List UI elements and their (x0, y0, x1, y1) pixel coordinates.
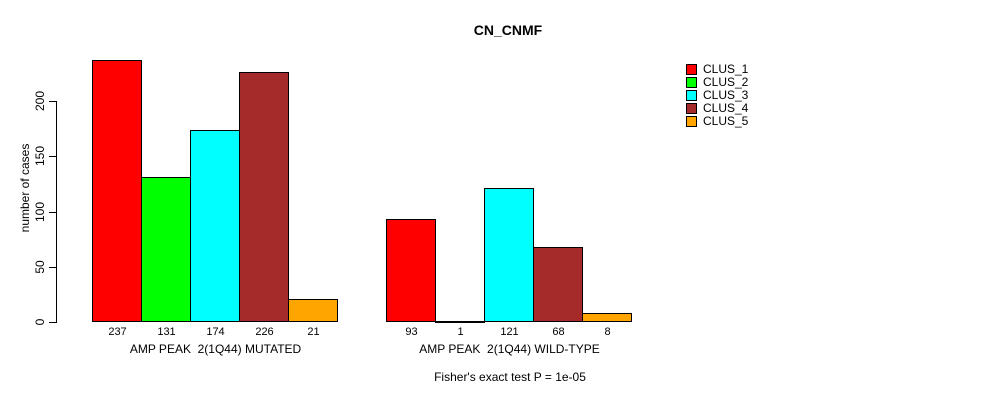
y-tick-label: 150 (33, 145, 47, 167)
legend-item: CLUS_4 (686, 102, 748, 115)
group-label: AMP PEAK 2(1Q44) MUTATED (129, 342, 302, 356)
bar (141, 177, 191, 322)
bar (239, 72, 289, 322)
legend-item: CLUS_5 (686, 115, 748, 128)
y-tick-label: 200 (33, 90, 47, 112)
legend-swatch (686, 77, 697, 88)
bar-value-label: 174 (206, 326, 225, 338)
bar (190, 130, 240, 322)
bar-value-label: 131 (157, 326, 176, 338)
bar (484, 188, 534, 322)
legend-item-label: CLUS_5 (703, 114, 749, 128)
y-tick-mark (49, 156, 57, 157)
legend-item-label: CLUS_4 (703, 101, 749, 115)
annotation-text: Fisher's exact test P = 1e-05 (434, 370, 586, 384)
legend-swatch (686, 116, 697, 127)
legend-swatch (686, 90, 697, 101)
legend-item: CLUS_3 (686, 89, 748, 102)
legend-swatch (686, 64, 697, 75)
bar-value-label: 226 (255, 326, 274, 338)
y-axis-label: number of cases (18, 143, 32, 233)
y-tick-label: 0 (33, 318, 47, 326)
y-tick-mark (49, 267, 57, 268)
legend: CLUS_1 CLUS_2 CLUS_3 CLUS_4 CLUS_5 (686, 63, 748, 128)
legend-item: CLUS_1 (686, 63, 748, 76)
bar (582, 313, 632, 322)
chart-title: CN_CNMF (473, 22, 543, 38)
bar-value-label: 237 (108, 326, 127, 338)
bar-value-label: 8 (604, 326, 611, 338)
y-tick-mark (49, 322, 57, 323)
group-label: AMP PEAK 2(1Q44) WILD-TYPE (419, 342, 600, 356)
legend-item: CLUS_2 (686, 76, 748, 89)
bar-value-label: 21 (307, 326, 320, 338)
bar-value-label: 1 (457, 326, 464, 338)
bar-value-label: 93 (405, 326, 418, 338)
legend-swatch (686, 103, 697, 114)
legend-item-label: CLUS_2 (703, 75, 749, 89)
bar (435, 321, 485, 323)
bar (533, 247, 583, 322)
y-tick-label: 100 (33, 201, 47, 223)
y-tick-label: 50 (33, 260, 47, 274)
bar-value-label: 68 (552, 326, 565, 338)
y-tick-mark (49, 212, 57, 213)
y-tick-mark (49, 101, 57, 102)
bar-value-label: 121 (500, 326, 519, 338)
bar (386, 219, 436, 322)
legend-item-label: CLUS_3 (703, 88, 749, 102)
bar (288, 299, 338, 322)
bar (92, 60, 142, 322)
legend-item-label: CLUS_1 (703, 62, 749, 76)
